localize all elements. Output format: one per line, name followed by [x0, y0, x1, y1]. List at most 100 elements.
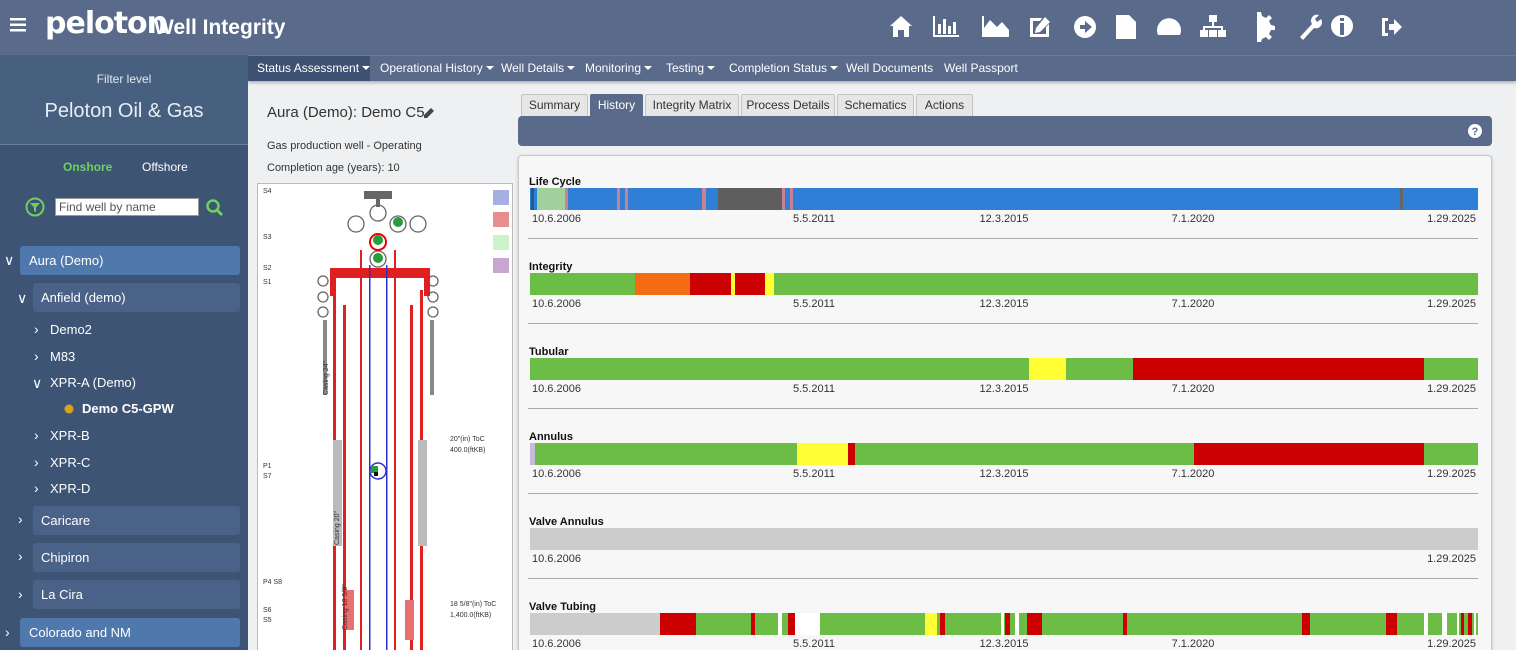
- expand-icon[interactable]: ›: [5, 624, 10, 640]
- schematic-label: S7: [263, 473, 272, 480]
- menu-item[interactable]: Well Details: [492, 56, 584, 81]
- tree-node[interactable]: Caricare: [33, 506, 240, 535]
- menu-button[interactable]: [10, 18, 26, 32]
- legend-swatch: [493, 235, 509, 250]
- tree-node[interactable]: Chipiron: [33, 543, 240, 572]
- expand-icon[interactable]: ›: [18, 548, 23, 564]
- menu-item[interactable]: Status Assessment: [248, 56, 370, 81]
- date-label: 12.3.2015: [980, 638, 1029, 650]
- tree-node[interactable]: XPR-D: [50, 474, 90, 503]
- chart-icon[interactable]: [933, 16, 959, 37]
- tab[interactable]: Summary: [521, 94, 588, 116]
- tree-node[interactable]: Demo2: [50, 315, 92, 344]
- logo[interactable]: peloton: [45, 6, 167, 41]
- edit-well-icon[interactable]: [423, 107, 435, 119]
- tools-icon[interactable]: [1300, 15, 1322, 40]
- menu-item[interactable]: Monitoring: [576, 56, 661, 81]
- date-label: 10.6.2006: [532, 553, 581, 565]
- menu-item[interactable]: Well Passport: [935, 56, 1027, 81]
- schematic-label: P4 S8: [263, 579, 282, 586]
- date-label: 10.6.2006: [532, 638, 581, 650]
- expand-icon[interactable]: ›: [34, 348, 39, 364]
- tab[interactable]: Schematics: [837, 94, 914, 116]
- date-label: 12.3.2015: [980, 298, 1029, 310]
- tree-node[interactable]: XPR-A (Demo): [50, 368, 136, 397]
- menu-bar: Status Assessment Operational History We…: [248, 55, 1516, 81]
- expand-icon[interactable]: ›: [34, 427, 39, 443]
- menu-item[interactable]: Completion Status: [720, 56, 847, 81]
- schematic-label: P1: [263, 463, 272, 470]
- date-label: 12.3.2015: [980, 383, 1029, 395]
- date-label: 5.5.2011: [793, 468, 835, 480]
- row-title: Life Cycle: [529, 176, 581, 188]
- expand-icon[interactable]: ›: [34, 480, 39, 496]
- well-type: Gas production well - Operating: [267, 140, 422, 152]
- tree-node[interactable]: Aura (Demo): [20, 246, 240, 275]
- org-icon[interactable]: [1200, 15, 1226, 37]
- expand-icon[interactable]: ›: [34, 454, 39, 470]
- expand-icon[interactable]: ›: [18, 511, 23, 527]
- expand-icon[interactable]: ∨: [4, 252, 14, 269]
- menu-item[interactable]: Testing: [657, 56, 724, 81]
- tree-node[interactable]: La Cira: [33, 580, 240, 609]
- date-label: 12.3.2015: [980, 213, 1029, 225]
- settings-icon[interactable]: [1257, 12, 1275, 42]
- tab[interactable]: Process Details: [741, 94, 835, 116]
- date-label: 7.1.2020: [1172, 213, 1215, 225]
- status-dot: [64, 404, 74, 414]
- date-label: 1.29.2025: [1427, 213, 1476, 225]
- logout-icon[interactable]: [1382, 18, 1402, 36]
- help-button[interactable]: ?: [1467, 123, 1483, 139]
- expand-icon[interactable]: ›: [34, 321, 39, 337]
- expand-icon[interactable]: ∨: [32, 375, 42, 392]
- tree-node[interactable]: Colorado and NM: [20, 618, 240, 647]
- row-title: Valve Tubing: [529, 601, 596, 613]
- legend-swatch: [493, 190, 509, 205]
- date-label: 7.1.2020: [1172, 383, 1215, 395]
- dashboard-icon[interactable]: [1157, 18, 1181, 35]
- toolbar-icons: [880, 10, 1420, 44]
- date-label: 5.5.2011: [793, 383, 835, 395]
- region-tab[interactable]: Offshore: [142, 160, 188, 174]
- date-label: 5.5.2011: [793, 298, 835, 310]
- tree-node[interactable]: M83: [50, 342, 75, 371]
- schematic-note: 20"(in) ToC: [450, 436, 485, 443]
- tree-node[interactable]: XPR-B: [50, 421, 90, 450]
- document-icon[interactable]: [1116, 15, 1136, 39]
- tree-node[interactable]: Anfield (demo): [33, 283, 240, 312]
- schematic-note: 1,400.0(ftKB): [450, 612, 491, 619]
- company-name[interactable]: Peloton Oil & Gas: [0, 100, 248, 123]
- date-label: 5.5.2011: [793, 638, 835, 650]
- expand-icon[interactable]: ›: [18, 586, 23, 602]
- search-button[interactable]: [206, 199, 224, 217]
- date-label: 5.5.2011: [793, 213, 835, 225]
- filter-icon[interactable]: [25, 197, 45, 217]
- schematic-label: S2: [263, 265, 272, 272]
- filter-panel: Filter level Peloton Oil & Gas: [0, 55, 248, 145]
- row-title: Annulus: [529, 431, 573, 443]
- schematic-label: S1: [263, 279, 272, 286]
- go-icon[interactable]: [1074, 16, 1096, 38]
- search-input[interactable]: Find well by name: [55, 198, 199, 216]
- legend-swatch: [493, 212, 509, 227]
- home-icon[interactable]: [890, 16, 912, 37]
- menu-item[interactable]: Well Documents: [837, 56, 942, 81]
- tab[interactable]: Integrity Matrix: [645, 94, 739, 116]
- edit-icon[interactable]: [1030, 17, 1050, 37]
- well-schematic: S4 S3 S2 S1 P1 S7 P4 S8 S6 S5 20"(in) To…: [257, 183, 513, 650]
- date-label: 7.1.2020: [1172, 638, 1215, 650]
- region-tab[interactable]: Onshore: [63, 160, 112, 174]
- menu-item[interactable]: Operational History: [371, 56, 503, 81]
- tree-node[interactable]: XPR-C: [50, 448, 90, 477]
- expand-icon[interactable]: ∨: [17, 290, 27, 307]
- tab[interactable]: Actions: [916, 94, 973, 116]
- tab[interactable]: History: [590, 94, 643, 116]
- schematic-frame: [258, 184, 513, 650]
- app-title: Well Integrity: [154, 16, 285, 40]
- help-text: ?: [1472, 126, 1479, 138]
- area-icon[interactable]: [982, 16, 1009, 37]
- info-icon[interactable]: [1331, 15, 1353, 37]
- date-label: 1.29.2025: [1427, 383, 1476, 395]
- tree-node[interactable]: Demo C5-GPW: [82, 394, 174, 423]
